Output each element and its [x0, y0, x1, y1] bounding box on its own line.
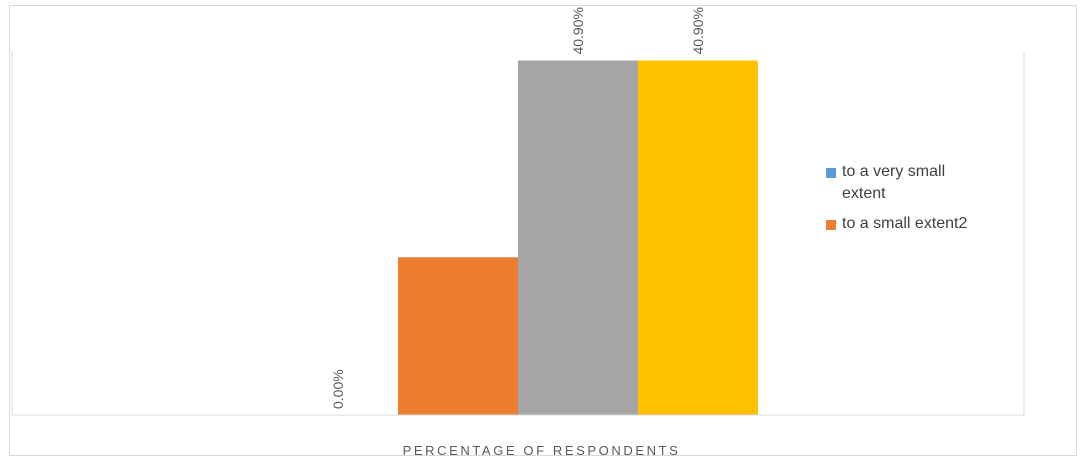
legend-item-very-small-extent: to a very small extent	[826, 161, 1026, 205]
data-label-series-1: 0.00%	[330, 369, 346, 409]
legend-label: to a small extent2	[842, 215, 968, 232]
legend: to a very small extent to a small extent…	[826, 161, 1026, 243]
bar-series-3	[518, 60, 638, 416]
legend-swatch-orange	[826, 220, 836, 230]
legend-label-line-1: to a very small	[842, 163, 946, 180]
legend-label-line-2: extent	[842, 185, 886, 202]
x-axis-label: PERCENTAGE OF RESPONDENTS	[402, 443, 681, 458]
legend-swatch-blue	[826, 168, 836, 178]
legend-item-small-extent2: to a small extent2	[826, 213, 1026, 235]
bar-series-2	[398, 257, 518, 415]
data-label-series-3: 40.90%	[570, 7, 586, 54]
chart-frame	[9, 5, 1077, 456]
data-label-series-4: 40.90%	[690, 7, 706, 54]
bar-series-4	[638, 60, 758, 416]
